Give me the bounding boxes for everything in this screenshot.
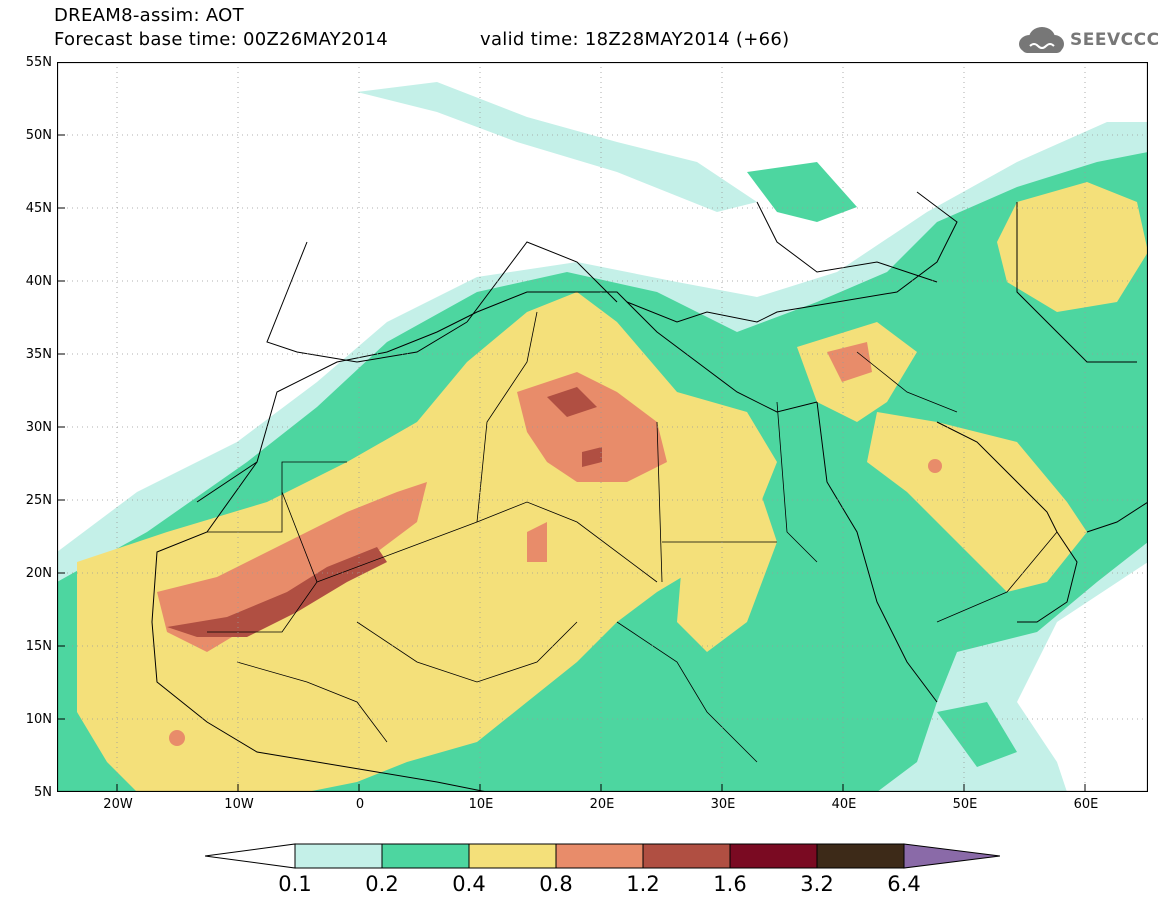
colorbar-label-0-2: 0.2: [365, 872, 399, 896]
lon-label-10e: 10E: [468, 797, 494, 812]
colorbar-swatch-0-4: [468, 843, 557, 869]
cloud-icon: [1019, 27, 1064, 53]
graticule: [57, 62, 1148, 792]
forecast-base-time: Forecast base time: 00Z26MAY2014: [54, 29, 388, 50]
axis-ticks: [57, 134, 1086, 792]
lon-label-30e: 30E: [710, 797, 736, 812]
lat-label-25n: 25N: [25, 493, 52, 508]
colorbar-under-arrow: [205, 843, 296, 869]
colorbar-swatch-0-2: [381, 843, 470, 869]
lon-label-60e: 60E: [1073, 797, 1099, 812]
colorbar-label-1-6: 1.6: [713, 872, 747, 896]
colorbar-label-3-2: 3.2: [800, 872, 834, 896]
map-title: DREAM8-assim: AOT: [54, 5, 244, 26]
colorbar-swatch-3-2: [816, 843, 905, 869]
lon-label-10w: 10W: [224, 797, 254, 812]
seevccc-logo: SEEVCCC: [1016, 24, 1159, 58]
lon-label-20e: 20E: [589, 797, 615, 812]
lat-label-20n: 20N: [25, 566, 52, 581]
lat-label-5n: 5N: [34, 785, 52, 800]
lat-label-50n: 50N: [25, 128, 52, 143]
colorbar-label-6-4: 6.4: [887, 872, 921, 896]
lat-label-30n: 30N: [25, 420, 52, 435]
lat-label-55n: 55N: [25, 55, 52, 70]
colorbar-swatch-0-1: [294, 843, 383, 869]
valid-time: valid time: 18Z28MAY2014 (+66): [480, 29, 790, 50]
colorbar-label-0-8: 0.8: [539, 872, 573, 896]
lat-label-40n: 40N: [25, 274, 52, 289]
colorbar-label-0-1: 0.1: [278, 872, 312, 896]
lat-label-10n: 10N: [25, 712, 52, 727]
lon-label-50e: 50E: [952, 797, 978, 812]
lat-label-15n: 15N: [25, 639, 52, 654]
colorbar: [205, 843, 1000, 869]
colorbar-label-0-4: 0.4: [452, 872, 486, 896]
colorbar-swatch-1-2: [642, 843, 731, 869]
lat-label-45n: 45N: [25, 201, 52, 216]
aot-layer-1-2: [167, 387, 602, 637]
coastlines: [151, 191, 1148, 792]
lon-label-20w: 20W: [103, 797, 133, 812]
colorbar-swatch-0-8: [555, 843, 644, 869]
lat-label-35n: 35N: [25, 347, 52, 362]
lon-label-40e: 40E: [831, 797, 857, 812]
colorbar-swatch-1-6: [729, 843, 818, 869]
colorbar-over-arrow: [903, 843, 1000, 869]
borders: [207, 311, 1058, 763]
colorbar-label-1-2: 1.2: [626, 872, 660, 896]
logo-text: SEEVCCC: [1070, 30, 1160, 50]
aot-map: [57, 62, 1148, 792]
lon-label-0: 0: [355, 797, 365, 812]
